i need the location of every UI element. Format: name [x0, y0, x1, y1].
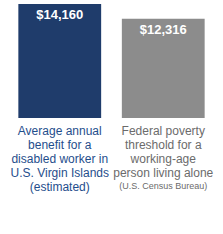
- svg-text:(U.S. Census Bureau): (U.S. Census Bureau): [119, 181, 207, 191]
- svg-text:(estimated): (estimated): [30, 180, 90, 194]
- svg-text:working-age: working-age: [130, 152, 197, 166]
- svg-text:person living alone: person living alone: [113, 166, 213, 180]
- svg-text:threshold for a: threshold for a: [125, 138, 202, 152]
- svg-text:U.S. Virgin Islands: U.S. Virgin Islands: [11, 166, 110, 180]
- svg-text:Federal poverty: Federal poverty: [122, 124, 205, 138]
- svg-text:$14,160: $14,160: [36, 7, 83, 22]
- svg-text:Average annual: Average annual: [18, 124, 102, 138]
- svg-text:disabled worker in: disabled worker in: [11, 152, 108, 166]
- svg-text:benefit for a: benefit for a: [28, 138, 92, 152]
- svg-text:$12,316: $12,316: [140, 22, 187, 37]
